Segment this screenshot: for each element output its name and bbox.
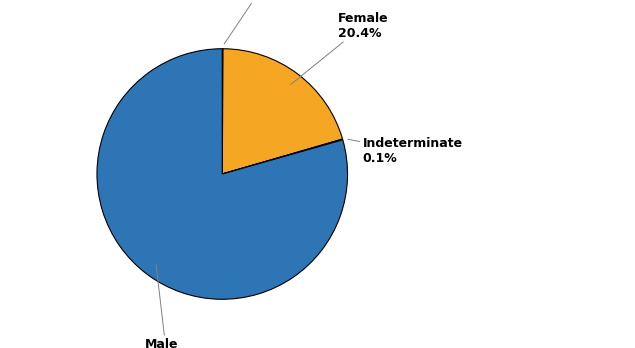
Text: Indeterminate
0.1%: Indeterminate 0.1% — [348, 137, 463, 165]
Wedge shape — [222, 139, 343, 174]
Text: Male
79.4%: Male 79.4% — [145, 265, 188, 348]
Wedge shape — [222, 49, 223, 174]
Wedge shape — [97, 49, 347, 299]
Wedge shape — [222, 49, 342, 174]
Text: Unknown
0.1%: Unknown 0.1% — [224, 0, 295, 44]
Text: Female
20.4%: Female 20.4% — [291, 12, 388, 84]
